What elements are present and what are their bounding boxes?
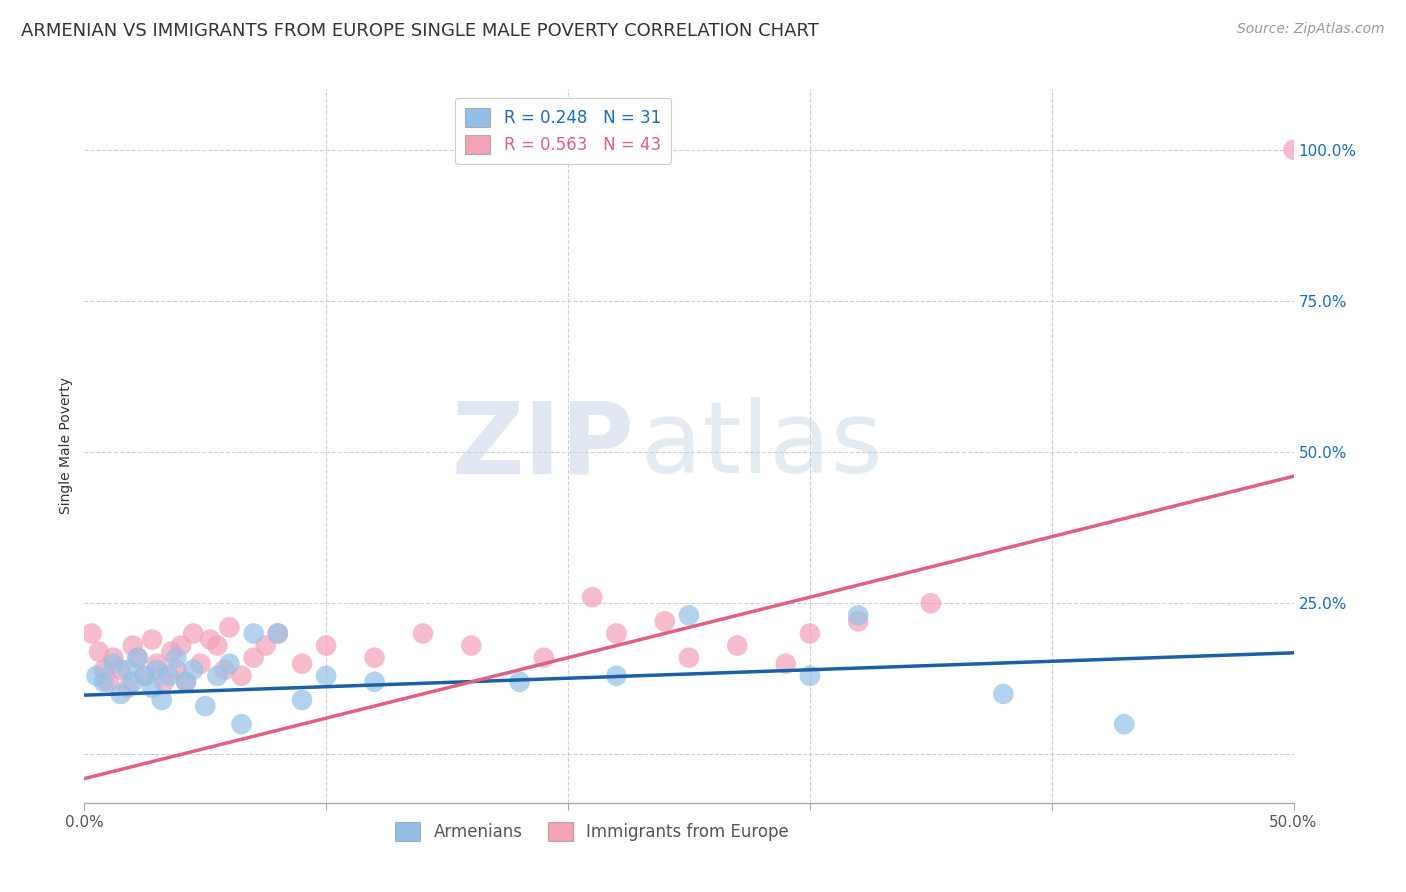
Point [157, 669, 180, 683]
Point [231, 717, 253, 731]
Point [190, 657, 212, 671]
Point [174, 674, 197, 689]
Text: Source: ZipAtlas.com: Source: ZipAtlas.com [1237, 22, 1385, 37]
Point [80, 626, 103, 640]
Point [412, 626, 434, 640]
Point [231, 669, 253, 683]
Point [194, 699, 217, 714]
Point [110, 663, 132, 677]
Point [117, 681, 139, 695]
Point [605, 669, 627, 683]
Point [291, 693, 314, 707]
Point [214, 663, 236, 677]
Point [134, 669, 156, 683]
Point [581, 590, 603, 604]
Point [134, 669, 156, 683]
Point [127, 650, 149, 665]
Point [678, 608, 700, 623]
Point [141, 632, 163, 647]
Point [150, 693, 173, 707]
Point [1114, 717, 1136, 731]
Point [242, 650, 264, 665]
Point [242, 626, 264, 640]
Point [846, 608, 869, 623]
Point [678, 650, 700, 665]
Y-axis label: Single Male Poverty: Single Male Poverty [59, 377, 73, 515]
Point [267, 626, 290, 640]
Point [174, 674, 197, 689]
Point [315, 639, 337, 653]
Point [920, 596, 942, 610]
Point [267, 626, 290, 640]
Point [153, 674, 176, 689]
Point [363, 674, 385, 689]
Point [103, 657, 125, 671]
Point [509, 674, 531, 689]
Point [97, 674, 120, 689]
Point [533, 650, 555, 665]
Point [165, 663, 187, 677]
Point [181, 626, 204, 640]
Point [846, 615, 869, 629]
Point [291, 657, 314, 671]
Point [993, 687, 1015, 701]
Point [605, 626, 627, 640]
Point [1282, 143, 1305, 157]
Text: ARMENIAN VS IMMIGRANTS FROM EUROPE SINGLE MALE POVERTY CORRELATION CHART: ARMENIAN VS IMMIGRANTS FROM EUROPE SINGL… [21, 22, 818, 40]
Point [93, 674, 115, 689]
Point [141, 681, 163, 695]
Point [775, 657, 797, 671]
Point [110, 687, 132, 701]
Text: ZIP: ZIP [451, 398, 634, 494]
Point [121, 639, 143, 653]
Point [146, 657, 169, 671]
Point [725, 639, 748, 653]
Point [121, 674, 143, 689]
Point [181, 663, 204, 677]
Point [86, 669, 108, 683]
Point [160, 645, 183, 659]
Point [799, 626, 821, 640]
Point [315, 669, 337, 683]
Point [363, 650, 385, 665]
Point [87, 645, 110, 659]
Point [117, 663, 139, 677]
Point [198, 632, 221, 647]
Point [460, 639, 482, 653]
Point [207, 639, 229, 653]
Point [218, 620, 240, 634]
Text: atlas: atlas [641, 398, 882, 494]
Point [127, 650, 149, 665]
Point [654, 615, 676, 629]
Point [146, 663, 169, 677]
Point [799, 669, 821, 683]
Point [103, 650, 125, 665]
Point [165, 650, 187, 665]
Point [218, 657, 240, 671]
Legend: Armenians, Immigrants from Europe: Armenians, Immigrants from Europe [389, 815, 796, 848]
Point [93, 663, 115, 677]
Point [207, 669, 229, 683]
Point [254, 639, 277, 653]
Point [170, 639, 193, 653]
